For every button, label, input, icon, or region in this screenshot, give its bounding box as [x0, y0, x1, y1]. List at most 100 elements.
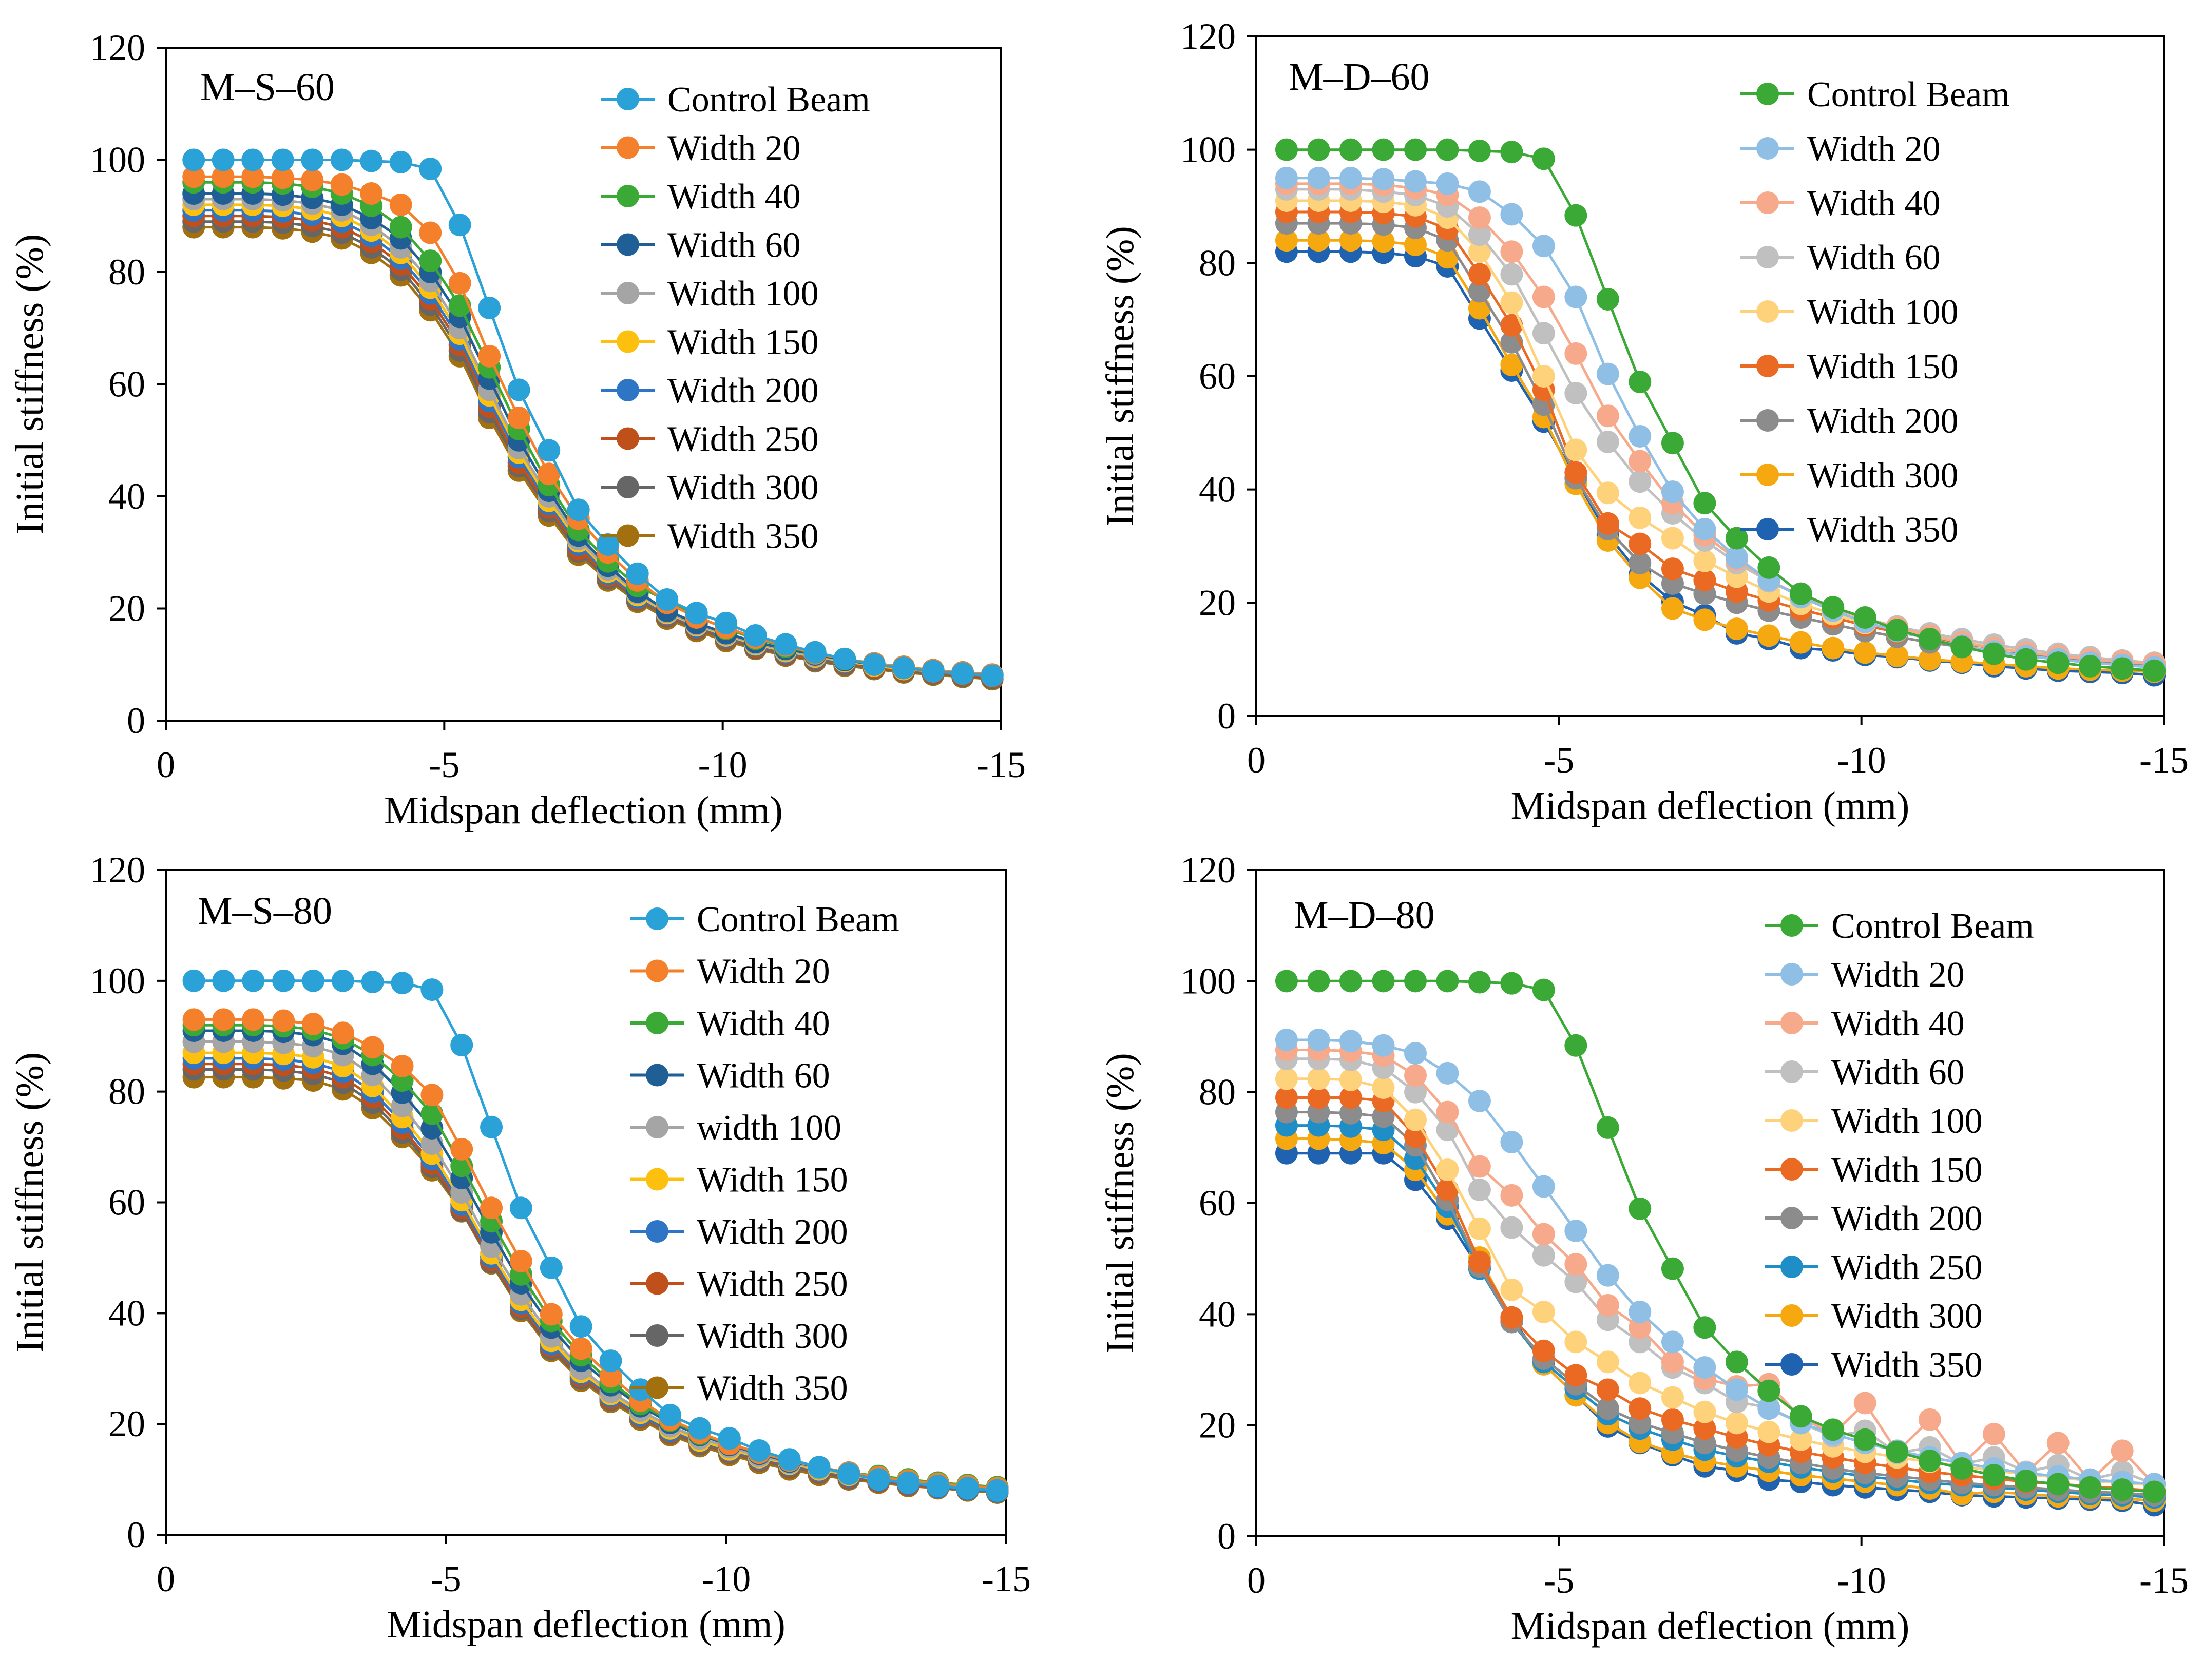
legend-label: Control Beam	[667, 80, 870, 120]
data-point	[1532, 1244, 1555, 1267]
legend-marker-swatch	[1780, 1353, 1803, 1376]
data-point	[897, 1471, 920, 1494]
data-point	[1564, 1364, 1587, 1387]
legend-label: Width 300	[697, 1317, 848, 1356]
data-point	[1725, 1350, 1748, 1374]
data-point	[1693, 492, 1716, 515]
legend-label: Control Beam	[1807, 75, 2010, 114]
data-point	[330, 148, 353, 171]
y-tick-label: 80	[108, 1071, 145, 1112]
data-point	[1404, 1108, 1427, 1131]
legend-label: Width 350	[667, 517, 819, 556]
data-point	[2079, 654, 2102, 678]
data-point	[1468, 1179, 1491, 1202]
legend-item: Control Beam	[1740, 75, 2010, 114]
data-point	[1372, 138, 1395, 161]
data-point	[1532, 322, 1555, 345]
y-tick-label: 80	[108, 252, 145, 293]
legend-marker-swatch	[1756, 191, 1779, 214]
data-point	[1950, 1457, 1974, 1480]
data-point	[1372, 168, 1395, 191]
legend-marker-swatch	[1756, 464, 1779, 486]
data-point	[1564, 285, 1587, 308]
panel-label: M–S–60	[200, 66, 335, 109]
data-point	[448, 272, 471, 295]
data-point	[1468, 1155, 1491, 1178]
data-point	[1596, 1294, 1619, 1317]
data-point	[1532, 365, 1555, 388]
x-tick-label: 0	[157, 1558, 175, 1599]
y-tick-label: 20	[1199, 1405, 1236, 1446]
data-point	[1596, 1350, 1619, 1374]
legend-item: Width 60	[601, 226, 801, 265]
data-point	[599, 1365, 622, 1388]
data-point	[1918, 648, 1941, 671]
y-tick-label: 100	[1180, 129, 1236, 170]
legend-label: Control Beam	[697, 900, 899, 939]
series-line	[194, 979, 998, 1492]
data-point	[330, 173, 353, 196]
data-point	[419, 249, 442, 273]
data-point	[331, 969, 354, 992]
y-tick-label: 40	[1199, 469, 1236, 510]
data-point	[1339, 1102, 1362, 1125]
data-point	[448, 214, 471, 237]
legend-label: Width 20	[1831, 955, 1965, 995]
x-tick-label: -15	[976, 744, 1026, 785]
legend-label: Width 150	[697, 1161, 848, 1200]
legend-label: Width 150	[1807, 347, 1959, 387]
data-point	[1404, 138, 1427, 161]
data-point	[1275, 970, 1298, 993]
data-point	[538, 462, 561, 486]
x-tick-label: -5	[1543, 740, 1574, 781]
data-point	[1853, 606, 1876, 629]
series-line	[1286, 1152, 2155, 1507]
x-tick-label: -10	[1837, 740, 1886, 781]
data-point	[718, 1427, 741, 1450]
data-point	[1596, 1378, 1619, 1401]
data-point	[626, 562, 649, 585]
series-line	[1286, 182, 2155, 665]
x-tick-label: -5	[429, 744, 459, 785]
y-tick-label: 120	[1180, 16, 1236, 57]
data-point	[1468, 180, 1491, 203]
legend: Control Beam Width 20 Width 40 Width 60 widt…	[630, 900, 899, 1408]
data-point	[922, 660, 945, 683]
legend-item: Width 200	[601, 371, 819, 411]
data-point	[1725, 546, 1748, 569]
data-point	[478, 344, 501, 368]
data-point	[1693, 1316, 1716, 1339]
series-line	[194, 159, 992, 678]
legend-item: Width 200	[1740, 401, 1959, 441]
legend-label: Width 60	[667, 226, 801, 265]
y-axis-title: Initial stiffness (%)	[1099, 1053, 1142, 1353]
data-point	[1629, 1372, 1652, 1395]
data-point	[507, 378, 530, 401]
data-point	[2143, 659, 2166, 682]
data-point	[1532, 1175, 1555, 1198]
data-point	[1372, 1034, 1395, 1057]
legend-marker-swatch	[617, 476, 639, 498]
data-point	[1757, 1397, 1780, 1420]
data-point	[863, 653, 886, 676]
x-axis-title: Midspan deflection (mm)	[384, 789, 783, 832]
data-point	[2111, 657, 2134, 680]
data-point	[1982, 1464, 2005, 1487]
legend-label: Width 60	[1807, 238, 1941, 278]
series-control-beam	[1275, 970, 2166, 1503]
series-line	[1286, 1057, 2155, 1485]
data-point	[1693, 1356, 1716, 1379]
data-point	[1661, 1257, 1684, 1280]
data-point	[420, 1102, 444, 1125]
legend-marker-swatch	[1780, 914, 1803, 937]
data-point	[212, 165, 235, 188]
data-point	[1436, 172, 1459, 195]
data-point	[509, 1196, 532, 1220]
legend-marker-swatch	[1756, 518, 1779, 540]
data-point	[301, 148, 324, 171]
data-point	[478, 296, 501, 319]
data-point	[1436, 970, 1459, 993]
series-line	[1286, 1111, 2155, 1497]
x-tick-label: -5	[1543, 1560, 1574, 1601]
legend-marker-swatch	[617, 88, 639, 110]
